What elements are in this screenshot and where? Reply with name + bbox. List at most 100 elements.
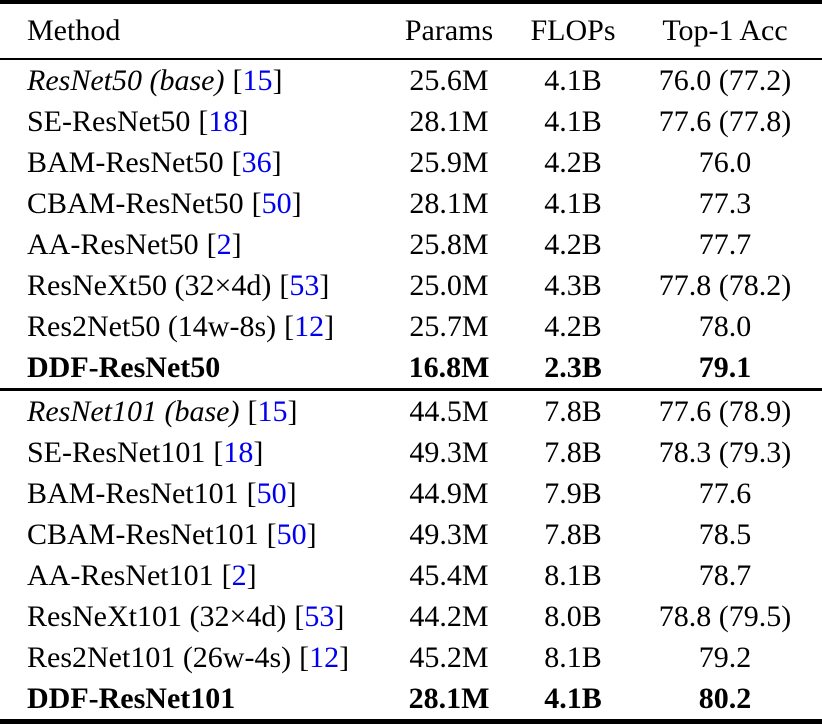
col-header-flops: FLOPs bbox=[518, 2, 628, 60]
citation-number: 18 bbox=[223, 435, 254, 469]
acc-cell: 78.0 bbox=[698, 309, 752, 343]
method-name: ResNeXt50 (32×4d) bbox=[27, 268, 272, 302]
citation-bracket-close: ] bbox=[271, 145, 282, 179]
table-row: Res2Net101 (26w-4s) [12] 45.2M 8.1B 79.2 bbox=[0, 637, 822, 678]
params-cell: 28.1M bbox=[408, 681, 490, 715]
citation-bracket-close: ] bbox=[319, 268, 330, 302]
method-name: ResNeXt101 (32×4d) bbox=[27, 599, 287, 633]
flops-cell: 8.1B bbox=[544, 640, 602, 674]
table-row: ResNeXt50 (32×4d) [53] 25.0M 4.3B 77.8 (7… bbox=[0, 265, 822, 306]
resnet50-group: ResNet50 (base) [15] 25.6M 4.1B 76.0 (77.… bbox=[0, 59, 822, 390]
citation-link[interactable]: [15] bbox=[232, 64, 282, 97]
method-name: BAM-ResNet50 bbox=[27, 145, 224, 179]
acc-cell: 79.1 bbox=[698, 350, 752, 384]
citation-link[interactable]: [2] bbox=[222, 559, 257, 592]
flops-cell: 8.0B bbox=[544, 599, 602, 633]
citation-link[interactable]: [50] bbox=[252, 187, 302, 220]
citation-link[interactable]: [50] bbox=[247, 477, 297, 510]
citation-link[interactable]: [12] bbox=[284, 310, 334, 343]
citation-bracket-open: [ bbox=[284, 309, 295, 343]
params-cell: 44.9M bbox=[409, 476, 489, 510]
citation-bracket-close: ] bbox=[272, 63, 283, 97]
method-cell: SE-ResNet101 [18] bbox=[0, 432, 380, 473]
table-row: CBAM-ResNet50 [50] 28.1M 4.1B 77.3 bbox=[0, 183, 822, 224]
citation-link[interactable]: [18] bbox=[198, 105, 248, 138]
params-cell: 28.1M bbox=[409, 104, 489, 138]
acc-cell: 79.2 bbox=[698, 640, 752, 674]
flops-cell: 7.8B bbox=[544, 517, 602, 551]
method-name: SE-ResNet50 bbox=[27, 104, 191, 138]
citation-bracket-close: ] bbox=[238, 104, 249, 138]
method-cell: ResNeXt101 (32×4d) [53] bbox=[0, 596, 380, 637]
flops-cell: 7.9B bbox=[544, 476, 602, 510]
header-row: Method Params FLOPs Top-1 Acc bbox=[0, 2, 822, 60]
citation-link[interactable]: [50] bbox=[267, 518, 317, 551]
citation-number: 36 bbox=[241, 145, 272, 179]
acc-cell: 77.8 (78.2) bbox=[658, 268, 792, 302]
acc-cell: 77.7 bbox=[698, 227, 752, 261]
method-name: ResNet50 (base) bbox=[27, 63, 225, 97]
table-row: AA-ResNet101 [2] 45.4M 8.1B 78.7 bbox=[0, 555, 822, 596]
method-cell: DDF-ResNet50 bbox=[0, 347, 380, 390]
col-header-method: Method bbox=[0, 2, 380, 60]
citation-number: 50 bbox=[276, 517, 307, 551]
citation-link[interactable]: [18] bbox=[213, 436, 263, 469]
params-cell: 44.2M bbox=[409, 599, 489, 633]
citation-bracket-open: [ bbox=[247, 394, 258, 428]
citation-link[interactable]: [53] bbox=[294, 600, 344, 633]
flops-cell: 4.1B bbox=[544, 104, 602, 138]
table-row: ResNet101 (base) [15] 44.5M 7.8B 77.6 (78… bbox=[0, 390, 822, 433]
citation-bracket-close: ] bbox=[324, 309, 335, 343]
citation-bracket-close: ] bbox=[306, 517, 317, 551]
method-cell: Res2Net50 (14w-8s) [12] bbox=[0, 306, 380, 347]
table-row: BAM-ResNet50 [36] 25.9M 4.2B 76.0 bbox=[0, 142, 822, 183]
flops-cell: 8.1B bbox=[544, 558, 602, 592]
citation-link[interactable]: [12] bbox=[299, 641, 349, 674]
citation-number: 50 bbox=[261, 186, 292, 220]
method-cell: DDF-ResNet101 bbox=[0, 678, 380, 722]
citation-bracket-open: [ bbox=[299, 640, 310, 674]
table-header: Method Params FLOPs Top-1 Acc bbox=[0, 2, 822, 60]
flops-cell: 4.3B bbox=[544, 268, 602, 302]
flops-cell: 7.8B bbox=[544, 435, 602, 469]
col-header-params: Params bbox=[380, 2, 518, 60]
citation-bracket-open: [ bbox=[231, 145, 242, 179]
table-row: ResNet50 (base) [15] 25.6M 4.1B 76.0 (77.… bbox=[0, 59, 822, 101]
table-row: CBAM-ResNet101 [50] 49.3M 7.8B 78.5 bbox=[0, 514, 822, 555]
method-cell: CBAM-ResNet101 [50] bbox=[0, 514, 380, 555]
citation-link[interactable]: [53] bbox=[279, 269, 329, 302]
method-cell: ResNet50 (base) [15] bbox=[0, 59, 380, 101]
citation-bracket-open: [ bbox=[266, 517, 277, 551]
citation-bracket-open: [ bbox=[206, 227, 217, 261]
table-row: SE-ResNet101 [18] 49.3M 7.8B 78.3 (79.3) bbox=[0, 432, 822, 473]
citation-bracket-open: [ bbox=[232, 63, 243, 97]
flops-cell: 4.1B bbox=[544, 186, 602, 220]
method-cell: Res2Net101 (26w-4s) [12] bbox=[0, 637, 380, 678]
citation-bracket-open: [ bbox=[198, 104, 209, 138]
citation-bracket-close: ] bbox=[339, 640, 350, 674]
method-cell: ResNet101 (base) [15] bbox=[0, 390, 380, 433]
params-cell: 25.0M bbox=[409, 268, 489, 302]
citation-bracket-close: ] bbox=[291, 186, 302, 220]
method-name: SE-ResNet101 bbox=[27, 435, 206, 469]
flops-cell: 4.2B bbox=[544, 145, 602, 179]
citation-number: 12 bbox=[294, 309, 325, 343]
params-cell: 28.1M bbox=[409, 186, 489, 220]
citation-link[interactable]: [15] bbox=[247, 395, 297, 428]
acc-cell: 78.7 bbox=[698, 558, 752, 592]
params-cell: 45.4M bbox=[409, 558, 489, 592]
acc-cell: 76.0 bbox=[698, 145, 752, 179]
citation-link[interactable]: [2] bbox=[207, 228, 242, 261]
params-cell: 16.8M bbox=[408, 350, 490, 384]
citation-link[interactable]: [36] bbox=[232, 146, 282, 179]
table-row: Res2Net50 (14w-8s) [12] 25.7M 4.2B 78.0 bbox=[0, 306, 822, 347]
params-cell: 25.8M bbox=[409, 227, 489, 261]
table-row-highlight: DDF-ResNet50 16.8M 2.3B 79.1 bbox=[0, 347, 822, 390]
method-cell: AA-ResNet50 [2] bbox=[0, 224, 380, 265]
method-cell: BAM-ResNet101 [50] bbox=[0, 473, 380, 514]
citation-bracket-open: [ bbox=[279, 268, 290, 302]
params-cell: 25.9M bbox=[409, 145, 489, 179]
method-name: ResNet101 (base) bbox=[27, 394, 240, 428]
citation-bracket-close: ] bbox=[253, 435, 264, 469]
